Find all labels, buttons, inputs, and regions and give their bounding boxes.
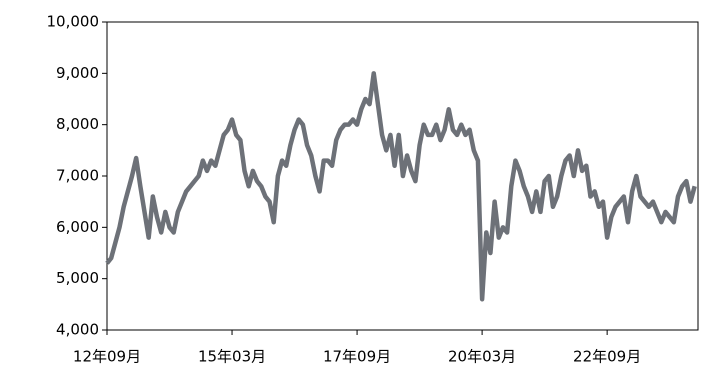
x-tick-label: 22年09月 — [573, 348, 641, 366]
y-tick-label: 5,000 — [56, 269, 99, 287]
x-tick-label: 20年03月 — [448, 348, 516, 366]
y-tick-label: 7,000 — [56, 167, 99, 185]
y-tick-label: 9,000 — [56, 64, 99, 82]
y-tick-label: 10,000 — [47, 13, 100, 31]
line — [105, 71, 697, 302]
x-tick-label: 15年03月 — [198, 348, 266, 366]
x-tick-label: 12年09月 — [73, 348, 141, 366]
y-tick-label: 4,000 — [56, 321, 99, 339]
x-tick-label: 17年09月 — [323, 348, 391, 366]
y-tick-label: 8,000 — [56, 115, 99, 133]
y-tick-label: 6,000 — [56, 218, 99, 236]
